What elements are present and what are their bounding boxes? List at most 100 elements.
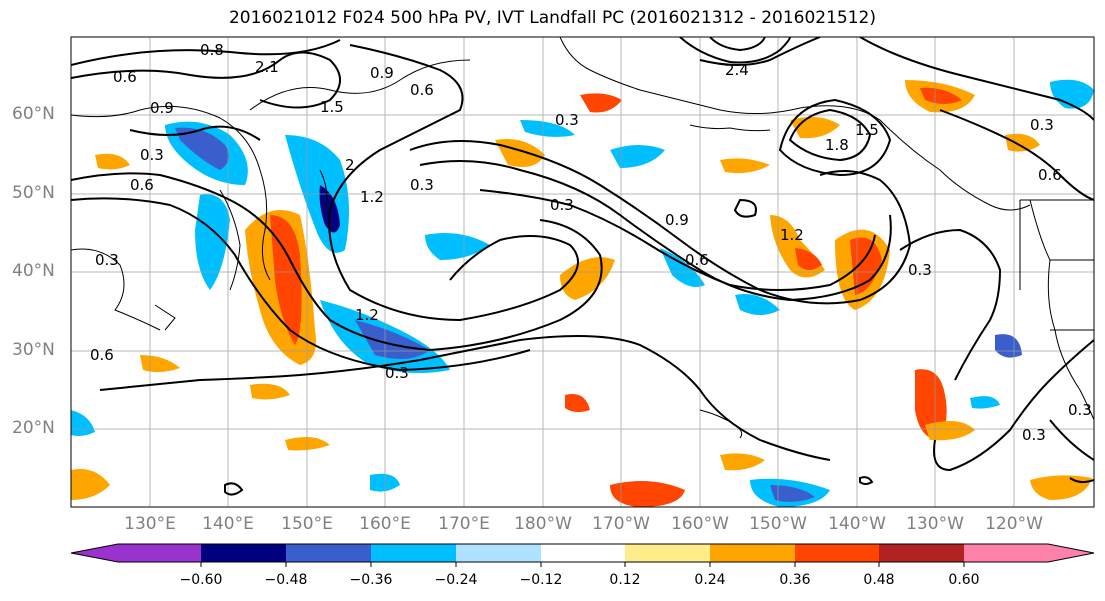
colorbar xyxy=(70,543,1095,567)
ivt-positive-region xyxy=(850,237,882,295)
ivt-negative-region xyxy=(995,334,1022,358)
contour-label: 2.4 xyxy=(725,61,749,79)
colorbar-tick-label: −0.24 xyxy=(434,572,478,588)
colorbar-tick-label: 0.48 xyxy=(863,572,895,588)
colorbar-ticks xyxy=(200,562,965,567)
contour-label: 0.9 xyxy=(665,211,689,229)
contour-label: 0.3 xyxy=(1030,116,1054,134)
colorbar-outline xyxy=(70,543,1095,563)
ivt-negative-region xyxy=(175,127,229,170)
contour-label: 1.5 xyxy=(320,98,344,116)
map-frame xyxy=(70,36,1095,508)
colorbar-segment xyxy=(371,544,456,562)
lat-label-60n: 60°N xyxy=(12,104,55,124)
lon-label: 150°W xyxy=(749,514,807,534)
lon-label: 150°E xyxy=(281,514,333,534)
ivt-positive-region xyxy=(925,421,975,441)
contour-label: 0.3 xyxy=(385,364,409,382)
lon-label: 130°E xyxy=(124,514,176,534)
ivt-positive-region xyxy=(71,469,110,500)
contour-label: 0.3 xyxy=(95,251,119,269)
colorbar-tick-label: −0.60 xyxy=(179,572,223,588)
ivt-shading xyxy=(71,79,1094,507)
coastlines xyxy=(71,37,1094,439)
ivt-negative-region xyxy=(520,120,575,137)
colorbar-tick-label: −0.12 xyxy=(519,572,563,588)
ivt-negative-region xyxy=(735,294,780,315)
contour-label: 0.6 xyxy=(1038,166,1062,184)
colorbar-segment xyxy=(710,544,795,562)
lon-label: 160°E xyxy=(359,514,411,534)
contour-label: 2 xyxy=(345,156,355,174)
map-title: 2016021012 F024 500 hPa PV, IVT Landfall… xyxy=(228,8,876,28)
ivt-positive-region xyxy=(920,87,962,104)
colorbar-segment xyxy=(625,544,710,562)
lon-label: 160°W xyxy=(671,514,729,534)
pv-contours xyxy=(71,37,1094,496)
contour-label: 0.3 xyxy=(140,146,164,164)
ivt-positive-region xyxy=(795,248,822,270)
ivt-positive-region xyxy=(580,93,622,113)
lon-label: 130°W xyxy=(906,514,964,534)
ivt-positive-region xyxy=(270,215,302,345)
contour-label: 0.3 xyxy=(1068,401,1092,419)
colorbar-tick-label: −0.48 xyxy=(264,572,308,588)
colorbar-tick-label: 0.36 xyxy=(779,572,811,588)
lon-label: 120°W xyxy=(985,514,1043,534)
ivt-positive-region xyxy=(95,153,130,170)
contour-label: 2.1 xyxy=(255,58,279,76)
contour-label: 1.8 xyxy=(825,136,849,154)
lat-label-50n: 50°N xyxy=(12,183,55,203)
contour-label: 0.3 xyxy=(410,176,434,194)
contour-label: 0.6 xyxy=(90,346,114,364)
lon-label: 140°E xyxy=(202,514,254,534)
colorbar-segment xyxy=(964,544,1094,562)
lat-label-40n: 40°N xyxy=(12,261,55,281)
lat-label-20n: 20°N xyxy=(12,418,55,438)
lon-label: 180°W xyxy=(514,514,572,534)
ivt-negative-region xyxy=(770,485,815,502)
contour-label: 0.6 xyxy=(410,81,434,99)
contour-label: 1.2 xyxy=(780,226,804,244)
ivt-positive-region xyxy=(250,383,290,400)
gridlines xyxy=(71,37,1094,507)
contour-label: 0.6 xyxy=(685,251,709,269)
ivt-positive-region xyxy=(720,158,770,174)
lat-label-30n: 30°N xyxy=(12,340,55,360)
ivt-positive-region xyxy=(720,453,765,471)
colorbar-tick-label: 0.60 xyxy=(948,572,980,588)
colorbar-tick-label: 0.12 xyxy=(609,572,641,588)
colorbar-segment xyxy=(879,544,964,562)
contour-label: 0.9 xyxy=(150,99,174,117)
colorbar-segment xyxy=(71,544,201,562)
colorbar-tick-label: 0.24 xyxy=(694,572,726,588)
colorbar-segment xyxy=(201,544,286,562)
lon-label: 170°E xyxy=(438,514,490,534)
lon-label: 140°W xyxy=(828,514,886,534)
ivt-negative-region xyxy=(610,145,665,168)
colorbar-segment xyxy=(286,544,371,562)
colorbar-segment xyxy=(795,544,879,562)
contour-label: 0.9 xyxy=(370,64,394,82)
contour-label: 0.3 xyxy=(555,111,579,129)
ivt-negative-region xyxy=(970,396,1000,409)
colorbar-tick-label: −0.36 xyxy=(349,572,393,588)
contour-label: 0.3 xyxy=(550,196,574,214)
ivt-positive-region xyxy=(610,481,685,507)
ivt-positive-region xyxy=(565,394,590,413)
colorbar-segment xyxy=(541,544,625,562)
contour-label: 1.5 xyxy=(855,121,879,139)
contour-label: 0.6 xyxy=(130,176,154,194)
contour-label: 1.2 xyxy=(360,188,384,206)
map-plot-area: 0.6 0.9 0.3 0.8 2.1 1.5 2 0.9 0.6 0.3 0.… xyxy=(71,37,1094,507)
contour-label: 0.3 xyxy=(1022,426,1046,444)
ivt-negative-region xyxy=(195,194,230,290)
contour-labels: 0.6 0.9 0.3 0.8 2.1 1.5 2 0.9 0.6 0.3 0.… xyxy=(90,41,1092,444)
contour-label: 0.8 xyxy=(200,41,224,59)
contour-label: 0.3 xyxy=(908,261,932,279)
ivt-negative-region xyxy=(355,320,430,359)
colorbar-segment xyxy=(456,544,541,562)
contour-label: 0.6 xyxy=(113,68,137,86)
contour-label: 1.2 xyxy=(355,306,379,324)
